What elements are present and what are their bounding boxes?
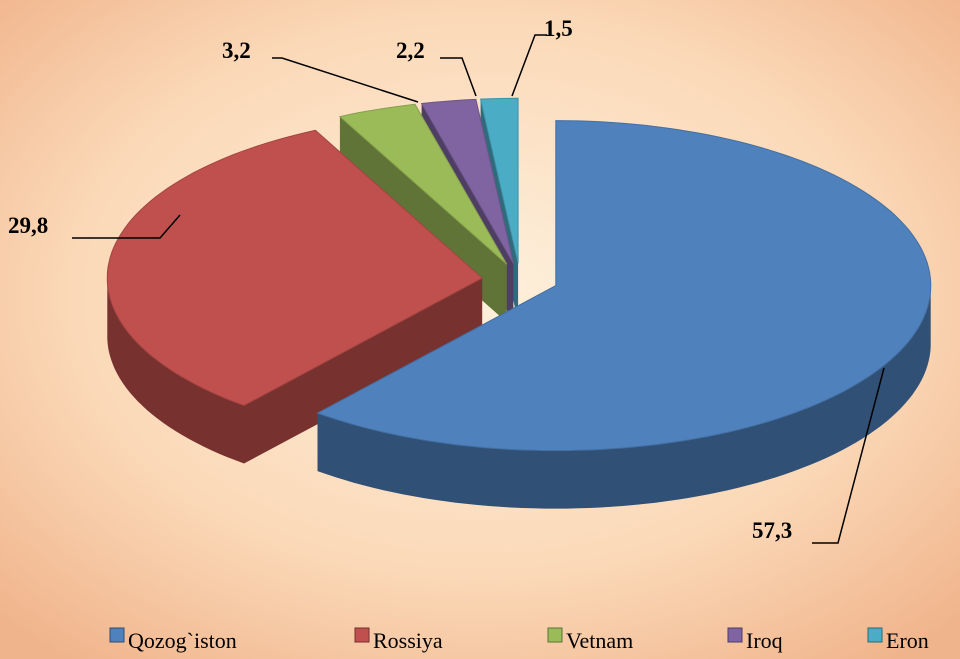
legend-swatch: [109, 627, 125, 643]
legend-label: Eron: [886, 628, 929, 653]
slice: [338, 103, 508, 265]
data-label: 57,3: [752, 518, 792, 543]
leader-line: [511, 34, 547, 97]
legend-label: Qozog`iston: [128, 628, 237, 653]
legend-label: Rossiya: [373, 628, 443, 653]
slice: [420, 98, 514, 264]
legend-swatch: [547, 627, 563, 643]
data-label: 29,8: [8, 213, 48, 238]
legend-swatch: [354, 627, 370, 643]
pie: [106, 97, 932, 509]
data-labels: 57,3 29,8 3,2 2,2 1,5: [8, 16, 885, 544]
leader-line: [812, 367, 885, 544]
legend: Qozog`iston Rossiya Vetnam Iroq Eron: [109, 627, 929, 653]
data-label: 2,2: [396, 38, 425, 63]
leader-line: [72, 214, 181, 239]
leader-line: [272, 57, 419, 103]
legend-swatch: [727, 627, 743, 643]
slice: [106, 129, 484, 407]
data-label: 1,5: [544, 16, 573, 41]
legend-label: Vetnam: [566, 628, 633, 653]
slice: [316, 120, 932, 452]
legend-label: Iroq: [746, 628, 783, 653]
leader-line: [440, 57, 477, 97]
slice: [479, 97, 519, 264]
data-label: 3,2: [222, 38, 251, 63]
legend-swatch: [867, 627, 883, 643]
